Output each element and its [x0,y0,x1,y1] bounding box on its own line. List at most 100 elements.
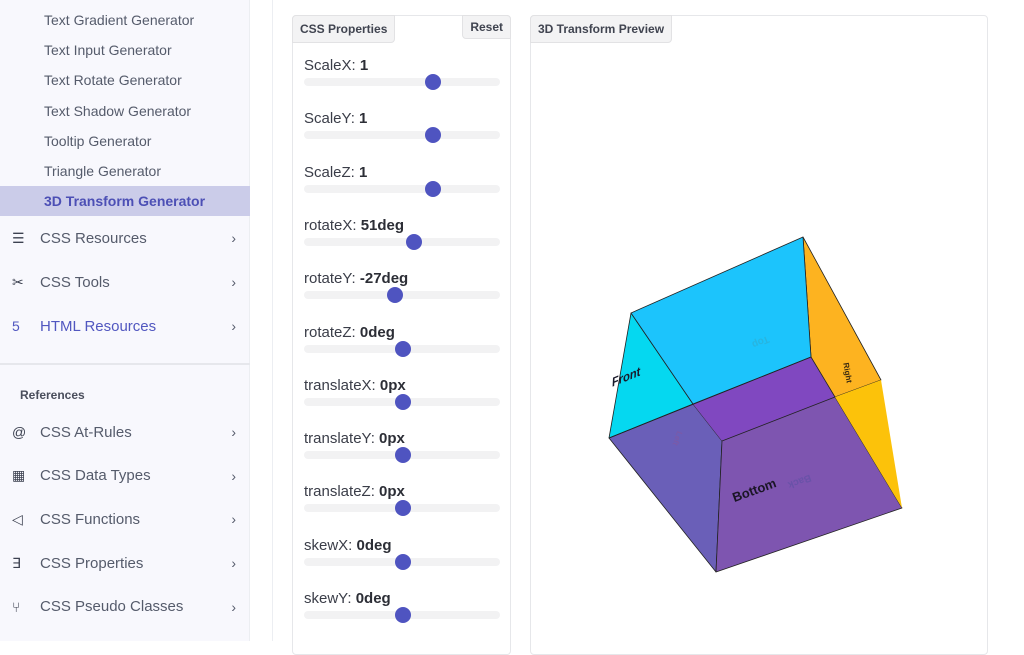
branch-icon: ⑂ [12,598,21,615]
slider-label: ScaleY: [304,110,360,128]
sidebar-item-css-pseudo-classes[interactable]: ⑂ CSS Pseudo Classes › [0,592,250,622]
slider-track[interactable] [304,500,500,517]
face-label-right: Right [841,362,853,384]
sidebar-item[interactable]: Triangle Generator [44,163,161,179]
slider-label: translateY: [304,430,380,448]
slider-label: ScaleZ: [304,163,360,181]
slider-row: ScaleX: 1 [304,57,500,90]
slider-row: translateX: 0px [304,376,500,410]
slider-thumb[interactable] [424,127,441,144]
cube-face-inner [693,357,835,441]
sidebar-item-css-functions[interactable]: ◁ CSS Functions › [0,504,250,534]
sidebar-item-html-resources[interactable]: 5 HTML Resources › [0,311,250,341]
slider-value: 0px [379,483,405,501]
slider-thumb[interactable] [394,607,411,623]
slider-row: skewY: 0deg [304,590,500,623]
slider-row: translateY: 0px [304,430,500,464]
list-icon: ☰ [12,229,25,246]
sidebar-item[interactable]: Text Gradient Generator [44,12,195,28]
preview-panel: 3D Transform Preview Front Top Bottom Ba… [530,15,988,655]
slider-track[interactable] [304,340,500,357]
slider-row: translateZ: 0px [304,483,500,517]
at-icon: @ [12,424,27,440]
slider-row: ScaleY: 1 [304,110,500,144]
slider-track[interactable] [304,287,500,304]
sidebar-item-css-properties[interactable]: ∃ CSS Properties › [0,548,250,578]
slider-track[interactable] [304,447,500,464]
slider-track[interactable] [304,74,500,90]
sidebar-item[interactable]: Text Input Generator [44,42,172,59]
slider-row: rotateY: -27deg [304,270,500,304]
reset-button[interactable]: Reset [462,15,511,39]
slider-value: -27deg [359,270,409,288]
slider-label: translateX: [304,376,380,394]
sidebar-item-css-at-rules[interactable]: @ CSS At-Rules › [0,417,250,447]
sidebar-item-label: CSS Resources [40,229,147,247]
sidebar-item-label: CSS At-Rules [40,423,132,441]
sidebar-item-label: HTML Resources [40,317,157,335]
slider-row: skewX: 0deg [304,536,500,570]
slider-thumb[interactable] [387,287,404,304]
slider-label: rotateY: [304,270,360,288]
slider-track[interactable] [304,127,500,144]
slider-track[interactable] [304,607,500,623]
cube-preview: Front Top Bottom Back Left Right [608,236,903,573]
slider-thumb[interactable] [394,500,411,517]
sidebar-item-label: CSS Pseudo Classes [40,598,184,616]
slider-value: 0deg [359,323,395,341]
slider-thumb[interactable] [394,447,411,464]
slider-value: 0deg [356,536,392,554]
tools-icon: ✂ [12,273,24,290]
sidebar-item-label: CSS Tools [40,273,110,291]
slider-value: 0px [379,376,406,394]
divider [272,0,273,641]
slider-value: 1 [359,110,368,128]
sidebar-item-css-data-types[interactable]: ▦ CSS Data Types › [0,461,250,491]
slider-label: rotateZ: [304,323,360,341]
slider-row: rotateZ: 0deg [304,323,500,357]
slider-thumb[interactable] [424,74,441,90]
slider-value: 1 [359,57,369,74]
chevron-right-icon: › [231,598,236,615]
sidebar-item[interactable]: Text Rotate Generator [44,72,182,89]
slider-thumb[interactable] [405,233,422,250]
preview-tab[interactable]: 3D Transform Preview [530,15,673,43]
table-icon: ▦ [12,467,26,484]
chevron-right-icon: › [231,511,236,528]
sidebar-item-3d-transform-generator[interactable]: 3D Transform Generator [0,186,250,216]
slider-label: skewY: [304,590,356,607]
slider-track[interactable] [304,393,500,410]
slider-thumb[interactable] [394,553,411,570]
slider-value: 0px [379,430,405,448]
slider-value: 0deg [355,590,391,607]
divider [0,363,250,365]
sidebar-item-css-tools[interactable]: ✂ CSS Tools › [0,267,250,297]
slider-label: rotateX: [304,216,361,234]
cube-face-right-lower [835,380,902,508]
slider-track[interactable] [304,233,500,250]
slider-track[interactable] [304,553,500,570]
slider-value: 1 [359,163,368,181]
sidebar-item[interactable]: Tooltip Generator [44,132,152,149]
css3-icon: ∃ [12,554,21,571]
slider-label: skewX: [304,536,357,554]
html5-icon: 5 [12,318,20,334]
chevron-right-icon: › [231,230,236,246]
slider-label: ScaleX: [304,57,360,74]
slider-thumb[interactable] [424,180,441,197]
chevron-right-icon: › [231,555,236,572]
chevron-right-icon: › [231,318,236,334]
sidebar-item-label: CSS Properties [40,554,144,572]
chevron-right-icon: › [231,274,236,290]
sidebar-item[interactable]: Text Shadow Generator [44,102,192,119]
slider-thumb[interactable] [394,393,411,410]
sidebar-item-css-resources[interactable]: ☰ CSS Resources › [0,223,250,253]
slider-value: 51deg [360,216,405,234]
css-properties-tab[interactable]: CSS Properties [292,15,396,43]
chevron-right-icon: › [231,467,236,484]
references-heading: References [20,388,85,402]
slider-thumb[interactable] [394,340,411,357]
slider-track[interactable] [304,180,500,197]
function-icon: ◁ [12,510,23,527]
